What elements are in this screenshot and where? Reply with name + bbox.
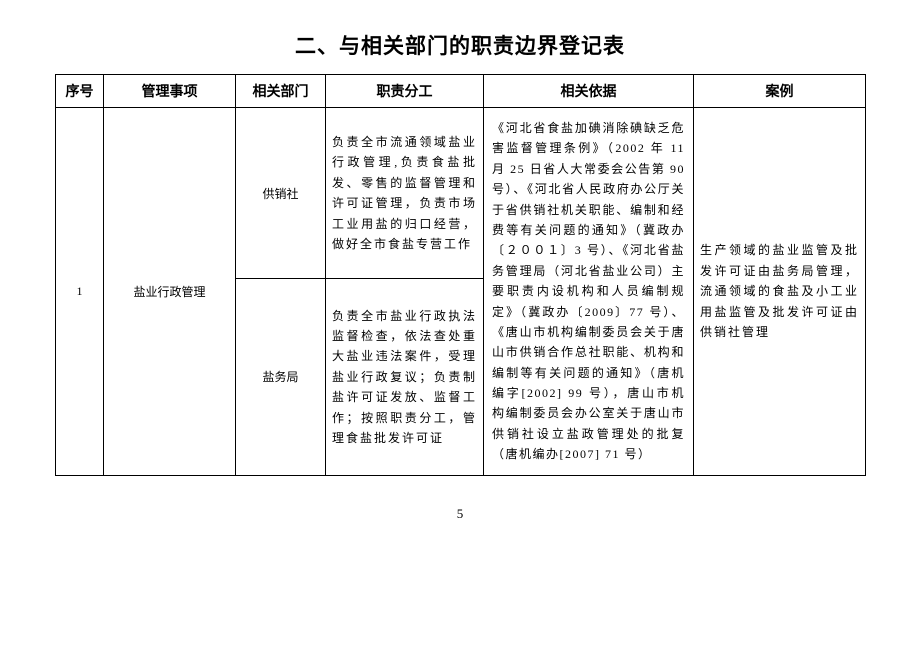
- cell-duty-1: 负责全市流通领域盐业行政管理,负责食盐批发、零售的监督管理和许可证管理，负责市场…: [326, 108, 484, 279]
- registration-table: 序号 管理事项 相关部门 职责分工 相关依据 案例 1 盐业行政管理 供销社 负…: [55, 74, 866, 476]
- header-duty: 职责分工: [326, 75, 484, 108]
- cell-seq: 1: [56, 108, 104, 476]
- cell-duty-2: 负责全市盐业行政执法监督检查，依法查处重大盐业违法案件，受理盐业行政复议；负责制…: [326, 279, 484, 475]
- cell-basis: 《河北省食盐加碘消除碘缺乏危害监督管理条例》（2002 年 11 月 25 日省…: [484, 108, 694, 476]
- header-seq: 序号: [56, 75, 104, 108]
- cell-subject: 盐业行政管理: [104, 108, 236, 476]
- header-dept: 相关部门: [236, 75, 326, 108]
- header-basis: 相关依据: [484, 75, 694, 108]
- cell-dept-1: 供销社: [236, 108, 326, 279]
- page-title: 二、与相关部门的职责边界登记表: [55, 30, 865, 60]
- cell-dept-2: 盐务局: [236, 279, 326, 475]
- header-case: 案例: [694, 75, 866, 108]
- page-number: 5: [55, 506, 865, 522]
- table-header-row: 序号 管理事项 相关部门 职责分工 相关依据 案例: [56, 75, 866, 108]
- header-subject: 管理事项: [104, 75, 236, 108]
- cell-case: 生产领域的盐业监管及批发许可证由盐务局管理，流通领域的食盐及小工业用盐监管及批发…: [694, 108, 866, 476]
- table-row: 1 盐业行政管理 供销社 负责全市流通领域盐业行政管理,负责食盐批发、零售的监督…: [56, 108, 866, 279]
